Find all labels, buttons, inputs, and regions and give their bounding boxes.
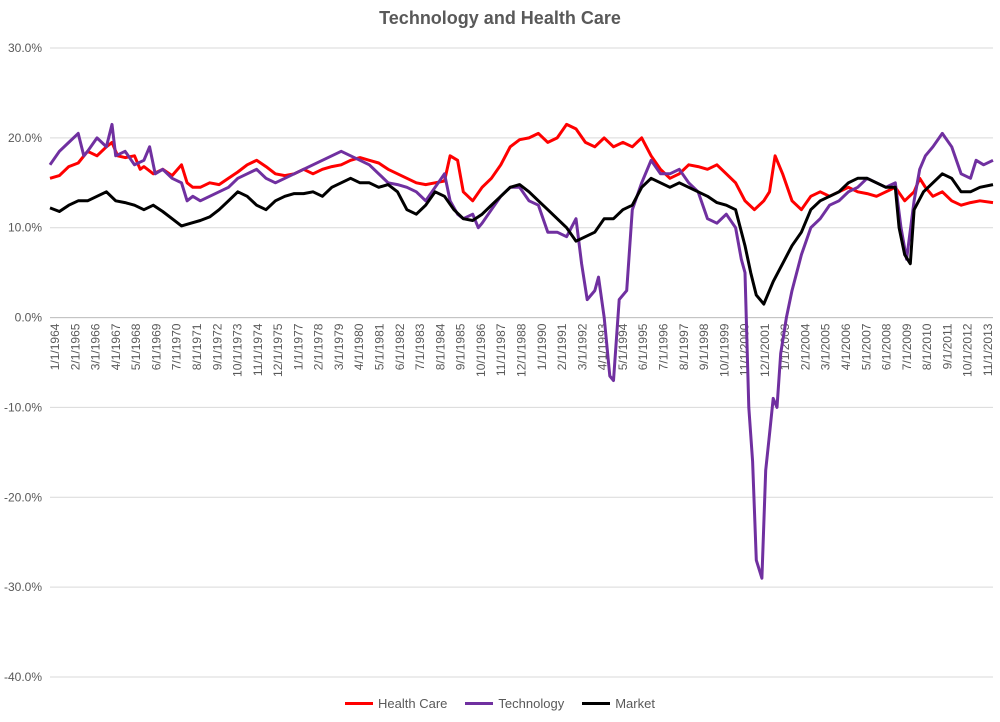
- legend-label: Market: [615, 696, 655, 711]
- x-tick-label: 7/1/1970: [170, 323, 184, 370]
- x-tick-label: 11/1/1987: [494, 323, 508, 376]
- y-tick-label: 20.0%: [8, 131, 42, 145]
- x-tick-label: 10/1/2012: [961, 323, 975, 377]
- x-tick-label: 4/1/1967: [109, 323, 123, 370]
- x-tick-label: 1/1/1964: [48, 323, 62, 370]
- x-tick-label: 9/1/1985: [454, 323, 468, 370]
- legend-swatch: [345, 702, 374, 705]
- x-tick-label: 10/1/1973: [231, 323, 245, 377]
- x-tick-label: 2/1/1978: [312, 323, 326, 370]
- legend-item: Market: [582, 696, 655, 711]
- x-tick-label: 10/1/1986: [474, 323, 488, 377]
- legend-item: Technology: [465, 696, 564, 711]
- x-tick-label: 11/1/1974: [251, 323, 265, 376]
- x-tick-label: 6/1/2008: [880, 323, 894, 370]
- x-tick-label: 12/1/1975: [271, 323, 285, 377]
- x-tick-label: 7/1/1983: [413, 323, 427, 370]
- x-tick-label: 5/1/1981: [373, 323, 387, 370]
- legend-swatch: [465, 702, 494, 705]
- x-tick-label: 11/1/2013: [981, 323, 995, 376]
- x-tick-label: 3/1/1992: [575, 323, 589, 370]
- x-tick-label: 7/1/2009: [900, 323, 914, 370]
- y-tick-label: -40.0%: [4, 670, 42, 684]
- x-tick-label: 6/1/1995: [636, 323, 650, 370]
- x-tick-label: 8/1/1984: [433, 323, 447, 370]
- x-tick-label: 3/1/2005: [819, 323, 833, 370]
- x-axis-tick-labels: 1/1/1964 2/1/1965 3/1/1966 4/1/1967 5/1/1968…: [48, 323, 995, 377]
- legend-label: Technology: [498, 696, 565, 711]
- y-tick-label: -30.0%: [4, 580, 42, 594]
- x-tick-label: 1/1/1977: [291, 323, 305, 370]
- x-tick-label: 5/1/1994: [616, 323, 630, 370]
- x-tick-label: 5/1/2007: [859, 323, 873, 370]
- x-tick-label: 1/1/1990: [535, 323, 549, 370]
- x-tick-label: 8/1/2010: [920, 323, 934, 370]
- legend: Health Care Technology Market: [0, 696, 1000, 711]
- x-tick-label: 3/1/1979: [332, 323, 346, 370]
- y-tick-label: 30.0%: [8, 41, 42, 55]
- x-tick-label: 6/1/1969: [149, 323, 163, 370]
- legend-item: Health Care: [345, 696, 447, 711]
- chart-title: Technology and Health Care: [379, 8, 621, 28]
- x-tick-label: 10/1/1999: [717, 323, 731, 377]
- y-tick-label: -20.0%: [4, 490, 42, 504]
- x-tick-label: 2/1/2004: [798, 323, 812, 370]
- x-tick-label: 12/1/2001: [758, 323, 772, 377]
- y-tick-label: 0.0%: [15, 311, 43, 325]
- x-tick-label: 4/1/1980: [352, 323, 366, 370]
- x-tick-label: 9/1/2011: [940, 323, 954, 369]
- x-tick-label: 12/1/1988: [515, 323, 529, 377]
- x-tick-label: 9/1/1972: [210, 323, 224, 370]
- legend-swatch: [582, 702, 611, 705]
- x-tick-label: 9/1/1998: [697, 323, 711, 370]
- series-line-technology: [48, 122, 994, 580]
- x-tick-label: 7/1/1996: [656, 323, 670, 370]
- series-lines: [48, 122, 994, 580]
- x-tick-label: 11/1/2000: [738, 323, 752, 376]
- x-tick-label: 2/1/1991: [555, 323, 569, 370]
- y-axis-tick-labels: 30.0% 20.0% 10.0% 0.0% -10.0% -20.0% -30.0% -40…: [4, 41, 42, 684]
- y-tick-label: 10.0%: [8, 221, 42, 235]
- x-tick-label: 5/1/1968: [129, 323, 143, 370]
- x-tick-label: 8/1/1997: [677, 323, 691, 370]
- x-tick-label: 4/1/2006: [839, 323, 853, 370]
- x-tick-label: 8/1/1971: [190, 323, 204, 370]
- y-tick-label: -10.0%: [4, 400, 42, 414]
- series-line-market: [49, 172, 994, 306]
- x-tick-label: 2/1/1965: [68, 323, 82, 370]
- legend-label: Health Care: [378, 696, 448, 711]
- x-tick-label: 3/1/1966: [89, 323, 103, 370]
- x-tick-label: 6/1/1982: [393, 323, 407, 370]
